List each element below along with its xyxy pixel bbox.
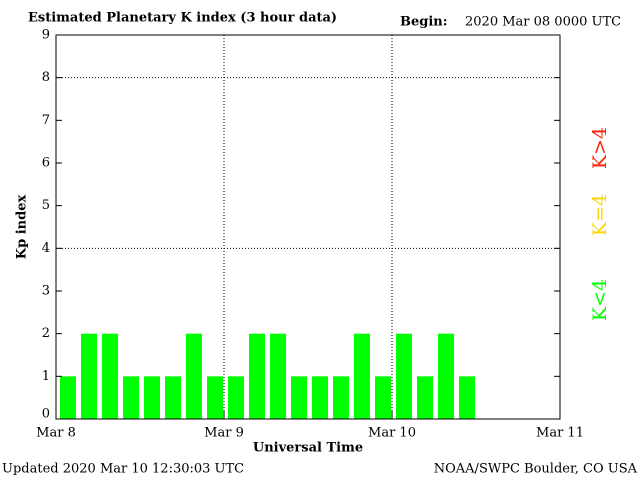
bar (270, 333, 286, 419)
x-tick-label: Mar 8 (36, 426, 76, 441)
x-axis-label: Universal Time (253, 441, 363, 456)
y-tick-label: 6 (42, 156, 50, 171)
bar (438, 333, 454, 419)
plot-frame (55, 34, 561, 420)
bar (102, 333, 118, 419)
y-axis-label: Kp index (15, 195, 30, 260)
bar (81, 333, 97, 419)
y-tick-label: 8 (42, 70, 50, 85)
bar (396, 333, 412, 419)
bar (333, 376, 349, 419)
y-tick-label: 7 (42, 113, 50, 128)
bar (186, 333, 202, 419)
updated: Updated 2020 Mar 10 12:30:03 UTC (2, 462, 244, 477)
bar (228, 376, 244, 419)
bar (60, 376, 76, 419)
bar (123, 376, 139, 419)
source: NOAA/SWPC Boulder, CO USA (434, 462, 638, 477)
bar (312, 376, 328, 419)
bar (144, 376, 160, 419)
y-tick-label: 5 (42, 198, 50, 213)
y-tick-label: 2 (42, 326, 50, 341)
bar (417, 376, 433, 419)
x-tick-label: Mar 9 (204, 426, 244, 441)
y-tick-label: 3 (42, 284, 50, 299)
bar (165, 376, 181, 419)
bar (354, 333, 370, 419)
bar (291, 376, 307, 419)
x-tick-label: Mar 11 (536, 426, 584, 441)
bar (207, 376, 223, 419)
legend-label: K>4 (589, 127, 611, 169)
bar (375, 376, 391, 419)
begin-value: 2020 Mar 08 0000 UTC (465, 15, 621, 30)
y-tick-label: 4 (42, 241, 50, 256)
begin-label: Begin: (400, 15, 448, 30)
chart-title: Estimated Planetary K index (3 hour data… (28, 11, 337, 26)
legend-label: K<4 (589, 279, 611, 321)
bar (249, 333, 265, 419)
y-tick-label: 9 (42, 28, 50, 43)
x-tick-label: Mar 10 (368, 426, 416, 441)
y-tick-label: 0 (42, 407, 50, 422)
bar (459, 376, 475, 419)
legend-label: K=4 (589, 194, 611, 236)
y-tick-label: 1 (42, 369, 50, 384)
